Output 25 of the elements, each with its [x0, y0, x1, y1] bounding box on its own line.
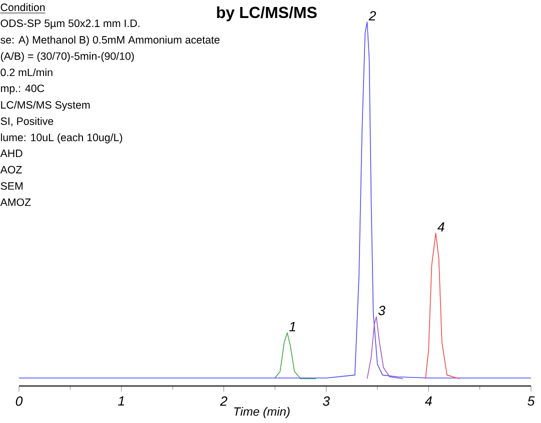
annotation: AOZ: [0, 166, 22, 174]
annotation: 0.2 mL/min: [0, 68, 52, 76]
x-tick-label: 4: [424, 396, 432, 406]
annotation: 2: [368, 11, 376, 20]
annotation: mp.: 40C: [0, 84, 44, 94]
annotation: (A/B) = (30/70)-5min-(90/10): [0, 52, 134, 62]
annotation: LC/MS/MS System: [1, 100, 90, 111]
x-tick-label: 2: [220, 396, 228, 406]
annotation: AHD: [0, 150, 22, 157]
x-tick-label: 0: [16, 396, 23, 406]
annotation: se: A) Methanol B) 0.5mM Ammonium acetate: [0, 36, 220, 46]
annotation: 3: [378, 306, 386, 316]
annotation: lume: 10uL (each 10ug/L): [0, 133, 122, 144]
annotation: SI, Positive: [0, 117, 54, 126]
x-axis-title: Time (min): [234, 406, 290, 418]
x-tick-label: 3: [322, 396, 330, 406]
x-tick-label: 1: [118, 396, 124, 406]
annotation: 4: [437, 222, 444, 232]
annotation: SEM: [0, 182, 23, 190]
annotation: AMOZ: [0, 198, 31, 206]
annotation: 1: [289, 322, 296, 332]
text: Condition: [0, 3, 45, 12]
chart-title: by LC/MS/MS: [217, 6, 317, 22]
x-tick-label: 5: [528, 396, 535, 406]
annotation: ODS-SP 5µm 50x2.1 mm I.D.: [0, 20, 140, 30]
